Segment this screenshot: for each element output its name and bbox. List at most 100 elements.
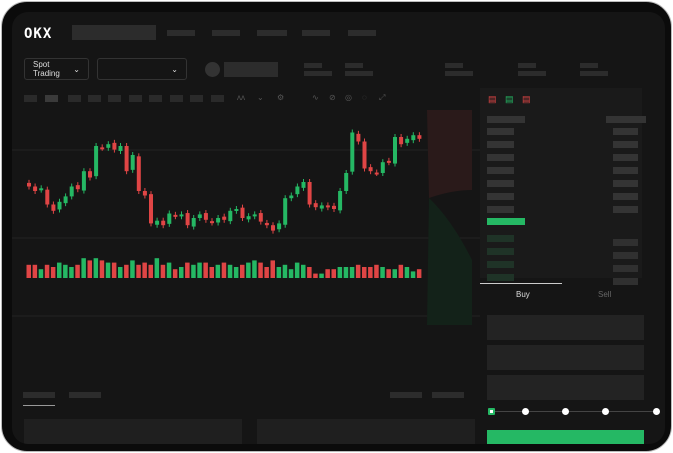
ask-price	[487, 128, 514, 135]
filter-button[interactable]	[390, 392, 422, 398]
fullscreen-icon[interactable]: ⤢	[379, 93, 386, 102]
buy-button[interactable]	[487, 430, 644, 444]
volume-bar	[337, 267, 343, 278]
reset-icon[interactable]: ◌	[362, 93, 367, 102]
nav-item[interactable]	[302, 30, 330, 36]
volume-bar	[398, 264, 404, 278]
amount-input[interactable]	[487, 345, 644, 370]
active-tab-underline	[480, 283, 562, 284]
indicator-icon[interactable]: ʌʌ	[237, 93, 245, 102]
timeframe-button[interactable]	[190, 95, 203, 102]
candle	[289, 195, 294, 199]
candle	[368, 167, 373, 172]
timeframe-button[interactable]	[68, 95, 81, 102]
volume-bar	[380, 267, 385, 278]
ask-price	[487, 154, 514, 161]
slider-stop-25[interactable]	[522, 408, 529, 415]
search-bar[interactable]	[72, 25, 156, 40]
volume-bar	[319, 273, 324, 278]
percent-slider-track[interactable]	[490, 411, 658, 412]
market-type-select[interactable]: Spot Trading ⌄	[24, 58, 89, 80]
stat-label	[304, 63, 322, 68]
volume-bar	[81, 258, 86, 278]
volume-bar	[307, 267, 312, 278]
slider-stop-100[interactable]	[653, 408, 660, 415]
stat-label	[580, 63, 598, 68]
tab-open-orders[interactable]	[23, 392, 55, 398]
tab-sell[interactable]: Sell	[598, 290, 612, 299]
volume-bar	[99, 260, 105, 278]
nav-item[interactable]	[212, 30, 240, 36]
volume-bar	[246, 262, 251, 278]
coin-avatar	[205, 62, 220, 77]
ask-size	[613, 193, 638, 200]
volume-bar	[111, 262, 117, 278]
timeframe-button[interactable]	[88, 95, 101, 102]
volume-bar	[87, 260, 92, 278]
stat-value	[445, 71, 473, 76]
volume-bar	[203, 262, 208, 278]
slider-stop-75[interactable]	[602, 408, 609, 415]
settings-icon[interactable]: ⚙	[277, 93, 285, 102]
nav-item[interactable]	[348, 30, 376, 36]
candle	[136, 156, 141, 191]
timeframe-button[interactable]	[211, 95, 224, 102]
nav-item[interactable]	[167, 30, 195, 36]
timeframe-button[interactable]	[45, 95, 58, 102]
volume-bar	[264, 267, 269, 278]
candle	[338, 191, 343, 211]
candle	[252, 214, 257, 217]
total-input[interactable]	[487, 375, 644, 400]
ask-price	[487, 193, 514, 200]
volume-bar	[166, 262, 172, 278]
slider-stop-50[interactable]	[562, 408, 569, 415]
stat-label	[518, 63, 536, 68]
volume-bar	[374, 264, 379, 278]
volume-bar	[362, 267, 367, 278]
candle	[57, 201, 62, 210]
line-tool-icon[interactable]: ∿	[312, 93, 319, 102]
book-view-bids-icon[interactable]: ▤	[505, 94, 514, 104]
pair-select[interactable]: ⌄	[97, 58, 187, 80]
slider-handle[interactable]	[488, 408, 495, 415]
timeframe-button[interactable]	[149, 95, 162, 102]
target-icon[interactable]: ◎	[345, 93, 352, 102]
stat-value	[345, 71, 373, 76]
candle	[167, 213, 172, 224]
bid-price	[487, 261, 514, 268]
volume-bar	[26, 264, 31, 278]
volume-bar	[227, 264, 233, 278]
tab-history[interactable]	[69, 392, 101, 398]
nav-item[interactable]	[257, 30, 287, 36]
timeframe-button[interactable]	[129, 95, 142, 102]
volume-bar	[270, 260, 275, 278]
volume-bar	[63, 264, 68, 278]
volume-bar	[209, 267, 214, 278]
candle	[45, 189, 50, 205]
volume-bar	[136, 264, 141, 278]
bid-price	[487, 235, 514, 242]
timeframe-button[interactable]	[108, 95, 121, 102]
volume-bar	[325, 269, 330, 278]
candle	[319, 205, 324, 209]
book-view-both-icon[interactable]: ▤	[488, 94, 497, 104]
candle	[258, 213, 263, 222]
price-input[interactable]	[487, 315, 644, 340]
book-header	[487, 116, 525, 123]
tab-buy[interactable]: Buy	[516, 290, 530, 299]
volume-bar	[410, 271, 416, 278]
candlestick-chart[interactable]	[12, 110, 480, 370]
draw-tool-icon[interactable]: ⊘	[329, 93, 336, 102]
timeframe-button[interactable]	[24, 95, 37, 102]
candle	[197, 214, 202, 218]
candle	[155, 220, 160, 225]
ask-size	[613, 167, 638, 174]
filter-button[interactable]	[432, 392, 464, 398]
volume-bar	[349, 267, 355, 278]
chart-type-icon[interactable]: ⌄	[257, 93, 264, 102]
okx-logo: OKX	[24, 26, 53, 42]
ask-size	[613, 180, 638, 187]
book-view-asks-icon[interactable]: ▤	[522, 94, 531, 104]
timeframe-button[interactable]	[170, 95, 183, 102]
candle	[216, 218, 221, 223]
